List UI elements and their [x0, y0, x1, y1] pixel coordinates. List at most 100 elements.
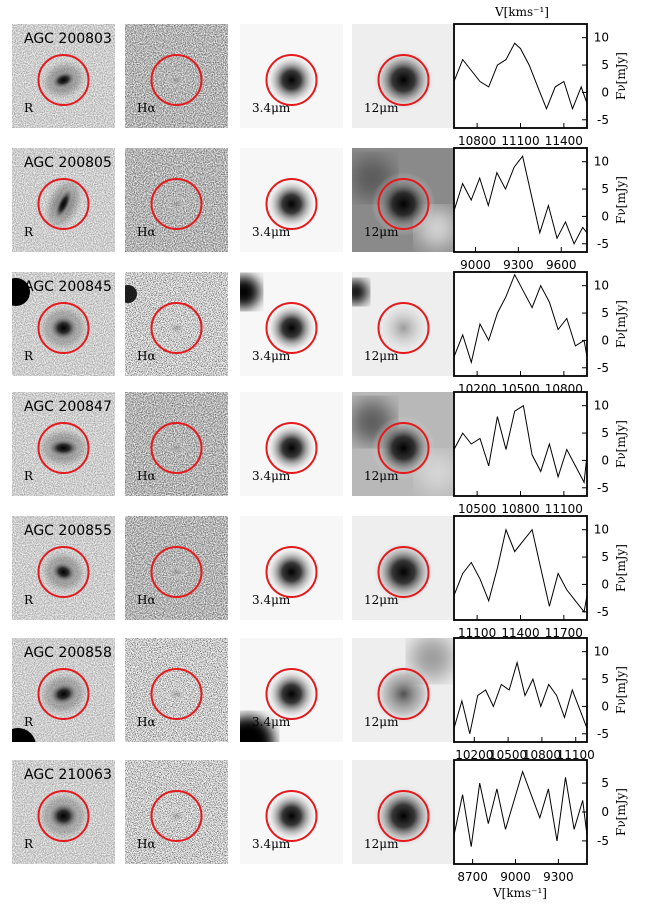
- x-tick-label: 11400: [545, 134, 583, 148]
- y-tick-label: 10: [594, 31, 609, 45]
- band-label: 3.4μm: [252, 469, 291, 483]
- aperture-circle: [377, 546, 430, 598]
- x-tick-label: 9300: [543, 870, 574, 884]
- y-tick-label: 10: [594, 399, 609, 413]
- x-tick-label: 9300: [503, 258, 534, 272]
- w3-cutout: 12μm: [352, 24, 455, 128]
- halpha-cutout: Hα: [125, 516, 228, 620]
- y-tick-label: 0: [601, 453, 609, 467]
- band-label: 12μm: [364, 469, 399, 483]
- galaxy-row: R Hα 3.4μm 12μm AGC 210063 8700 9000 9300 5 0 -5 Fν…: [12, 759, 628, 884]
- plot-frame: [453, 515, 588, 621]
- band-label: R: [24, 225, 34, 239]
- y-tick-label: -5: [597, 481, 609, 495]
- x-tick-label: 9600: [546, 258, 577, 272]
- galaxy-name: AGC 200805: [24, 155, 112, 171]
- band-label: R: [24, 715, 34, 729]
- aperture-circle: [265, 302, 318, 354]
- x-tick-label: 10800: [523, 748, 561, 762]
- spectrum-line: [453, 404, 588, 484]
- aperture-circle: [265, 546, 318, 598]
- x-tick-label: 11400: [501, 626, 539, 640]
- halpha-cutout: Hα: [125, 638, 228, 742]
- galaxy-name: AGC 200845: [24, 279, 112, 295]
- plot-frame: [453, 637, 588, 743]
- y-tick-label: -5: [597, 605, 609, 619]
- halpha-cutout: Hα: [125, 148, 228, 252]
- hi-spectrum-plot: 11100 11400 11700 10 5 0 -5 Fν[mJy]: [453, 515, 628, 640]
- galaxy-name: AGC 200803: [24, 31, 112, 47]
- aperture-circle: [37, 422, 90, 474]
- galaxy-row: R Hα 3.4μm 12μm AGC 200858 102001050010800111…: [12, 637, 628, 762]
- aperture-circle: [37, 54, 90, 106]
- w1-cutout: 3.4μm: [240, 24, 343, 128]
- x-tick-label: 11100: [557, 748, 595, 762]
- band-label: Hα: [137, 715, 156, 729]
- w3-cutout: 12μm: [352, 760, 455, 864]
- band-label: 3.4μm: [252, 101, 291, 115]
- r-band-cutout: R: [12, 516, 115, 620]
- band-label: 3.4μm: [252, 715, 291, 729]
- band-label: 12μm: [364, 101, 399, 115]
- galaxy-name: AGC 210063: [24, 767, 112, 783]
- y-tick-label: -5: [597, 834, 609, 848]
- flux-axis-label: Fν[mJy]: [614, 176, 628, 224]
- y-tick-label: 0: [601, 699, 609, 713]
- x-tick-label: 11100: [545, 502, 583, 516]
- w3-cutout: 12μm: [352, 148, 455, 252]
- band-label: 12μm: [364, 715, 399, 729]
- y-tick-label: 0: [601, 577, 609, 591]
- spectrum-line: [453, 155, 588, 246]
- band-label: R: [24, 349, 34, 363]
- aperture-circle: [150, 54, 203, 106]
- band-label: 12μm: [364, 837, 399, 851]
- x-tick-label: 10800: [458, 134, 496, 148]
- y-tick-label: 5: [601, 306, 609, 320]
- aperture-circle: [150, 790, 203, 842]
- galaxy-name: AGC 200855: [24, 523, 112, 539]
- w1-cutout: 3.4μm: [240, 392, 343, 496]
- band-label: 12μm: [364, 593, 399, 607]
- r-band-cutout: R: [12, 272, 115, 376]
- r-band-cutout: R: [12, 148, 115, 252]
- y-tick-label: 5: [601, 672, 609, 686]
- x-tick-label: 10800: [501, 502, 539, 516]
- spectrum-line: [453, 770, 588, 847]
- y-tick-label: -5: [597, 113, 609, 127]
- spectrum-line: [453, 42, 588, 111]
- y-tick-label: -5: [597, 237, 609, 251]
- y-tick-label: 5: [601, 776, 609, 790]
- aperture-circle: [377, 422, 430, 474]
- plot-frame: [453, 759, 588, 865]
- halpha-cutout: Hα: [125, 272, 228, 376]
- aperture-circle: [265, 422, 318, 474]
- y-tick-label: 10: [594, 279, 609, 293]
- x-tick-label: 11100: [501, 134, 539, 148]
- band-label: 12μm: [364, 349, 399, 363]
- aperture-circle: [37, 302, 90, 354]
- r-band-cutout: R: [12, 392, 115, 496]
- aperture-circle: [377, 178, 430, 230]
- band-label: Hα: [137, 593, 156, 607]
- spectrum-line: [453, 273, 588, 365]
- w3-cutout: 12μm: [352, 638, 455, 742]
- y-tick-label: 0: [601, 805, 609, 819]
- band-label: 3.4μm: [252, 349, 291, 363]
- w1-cutout: 3.4μm: [240, 148, 343, 252]
- band-label: Hα: [137, 837, 156, 851]
- aperture-circle: [265, 178, 318, 230]
- flux-axis-label: Fν[mJy]: [614, 544, 628, 592]
- aperture-circle: [150, 668, 203, 720]
- x-tick-label: 11100: [458, 626, 496, 640]
- y-tick-label: 0: [601, 85, 609, 99]
- x-tick-label: 11700: [545, 626, 583, 640]
- galaxy-row: R Hα 3.4μm 12μm AGC 200805 9000 9300 9600 10 5 0 -5…: [12, 147, 628, 272]
- x-tick-label: 9000: [460, 258, 491, 272]
- aperture-circle: [37, 790, 90, 842]
- galaxy-row: R Hα 3.4μm 12μm AGC 200855 11100 11400 11700 10 5…: [12, 515, 628, 640]
- x-tick-label: 10200: [455, 748, 493, 762]
